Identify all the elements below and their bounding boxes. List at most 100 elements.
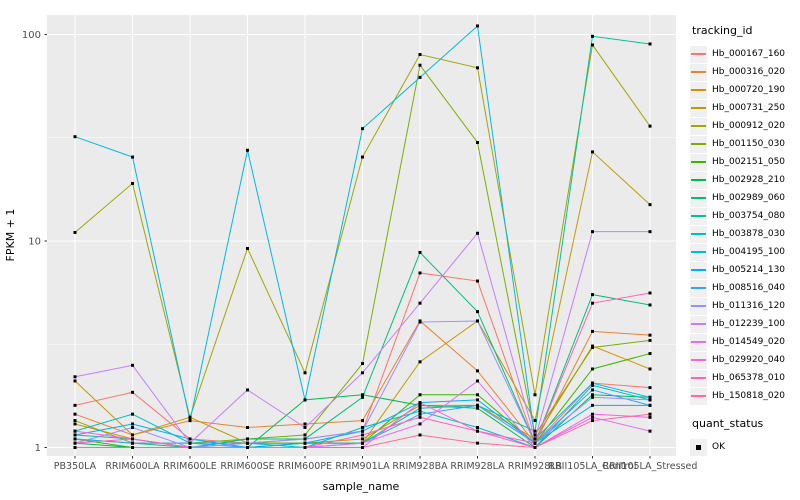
point-marker-icon [696,444,701,450]
data-point [246,388,249,392]
data-point [131,412,134,416]
legend-item: Hb_150818_020 [690,387,798,405]
plot-panel [47,15,676,456]
legend-item-label: Hb_000316_020 [712,67,786,77]
legend-color-line-icon [691,215,706,217]
legend-color-line-icon [691,179,706,181]
legend-color-line-icon [691,161,706,163]
data-point [131,446,134,449]
legend-item-label: Hb_012239_100 [712,319,786,329]
data-point [73,441,77,445]
x-tick-label: RRIM928BA [392,461,448,472]
data-point [418,401,422,405]
legend-item-label: Hb_000167_160 [712,49,786,59]
legend-item-label: Hb_014549_020 [712,337,786,347]
data-point [476,441,479,445]
data-point [73,135,77,139]
legend-key [690,333,707,351]
data-point [476,403,479,407]
data-point [418,403,422,407]
data-point [648,386,652,390]
legend-item: Hb_000912_020 [690,117,798,135]
y-tick-label: 1 [35,443,41,454]
data-point [648,333,652,337]
data-point [533,441,537,445]
data-point [418,63,422,67]
legend-item-label: Hb_000912_020 [712,121,786,131]
legend-item: Hb_002928_210 [690,171,798,189]
data-point [591,34,594,38]
data-point [648,42,652,46]
data-point [418,250,422,254]
data-point [361,425,364,429]
legend-color-line-icon [691,197,706,199]
data-point [418,360,422,364]
legend-item: Hb_002151_050 [690,153,798,171]
data-point [648,352,652,356]
data-point [476,369,479,373]
y-axis-tick-labels: 1 10 100 [22,30,41,454]
data-point [418,422,422,426]
legend-key [690,369,707,387]
quant-status-legend-title: quant_status [692,417,764,430]
legend-item: Hb_029920_040 [690,351,798,369]
legend-item: Hb_012239_100 [690,315,798,333]
data-point [418,409,422,413]
legend-item-label: Hb_004195_100 [712,247,786,257]
quant-status-legend-item: OK [690,438,798,456]
data-point [131,437,134,441]
data-point [591,345,594,349]
data-point [246,437,249,441]
data-point [418,75,422,79]
data-point [476,425,479,429]
legend-key [690,99,707,117]
data-point [533,433,537,437]
data-point [361,155,364,159]
data-point [361,419,364,423]
data-point [591,415,594,419]
data-point [361,362,364,366]
data-point [188,419,192,423]
legend-item: Hb_000316_020 [690,63,798,81]
legend-item-label: Hb_008516_040 [712,283,786,293]
legend-color-line-icon [691,395,706,397]
data-point [476,279,479,283]
legend-color-line-icon [691,323,706,325]
data-point [476,140,479,144]
data-point [648,367,652,371]
data-point [361,395,364,399]
data-point [361,441,364,445]
data-point [648,403,652,407]
data-point [73,379,77,383]
data-point [476,393,479,397]
data-point [648,230,652,234]
data-point [418,412,422,416]
y-axis-title: FPKM + 1 [4,209,17,262]
legend-item-label: Hb_011316_120 [712,301,786,311]
data-point [73,230,77,234]
legend-key [690,261,707,279]
legend-key [690,171,707,189]
legend-color-line-icon [691,53,706,55]
data-point [73,437,77,441]
data-point [361,446,364,449]
legend-color-line-icon [691,107,706,109]
x-axis-title: sample_name [323,480,400,493]
legend-item-label: Hb_065378_010 [712,373,786,383]
data-point [73,422,77,426]
data-point [591,412,594,416]
data-point [361,371,364,375]
data-point [418,393,422,397]
data-point [131,390,134,394]
legend-item-label: Hb_003754_080 [712,211,786,221]
legend-color-line-icon [691,233,706,235]
data-point [476,66,479,70]
data-point [648,412,652,416]
data-point [533,446,537,449]
data-point [591,403,594,407]
legend-item-label: Hb_002989_060 [712,193,786,203]
legend-item: Hb_008516_040 [690,279,798,297]
data-point [648,291,652,295]
data-point [648,415,652,419]
